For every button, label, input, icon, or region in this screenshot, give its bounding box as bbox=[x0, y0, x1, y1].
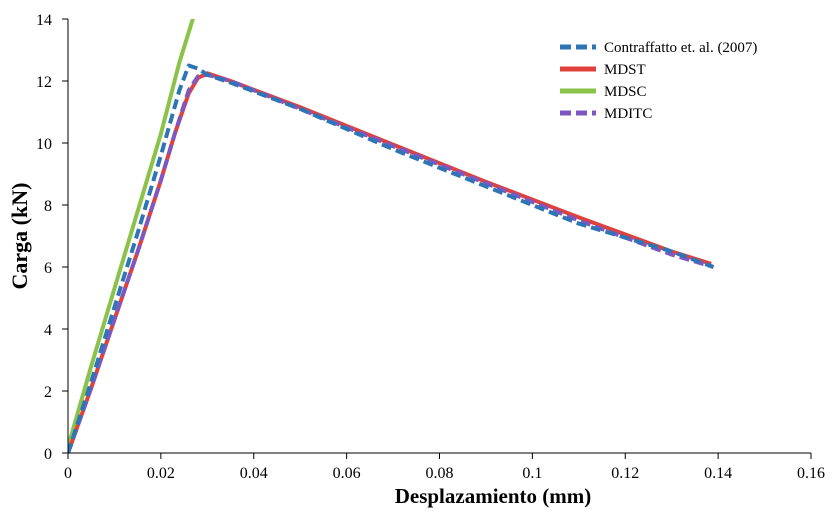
x-tick-label: 0.02 bbox=[147, 465, 175, 482]
x-axis-title: Desplazamiento (mm) bbox=[395, 484, 592, 508]
y-axis-title: Carga (kN) bbox=[7, 183, 32, 290]
series-line-3 bbox=[68, 72, 715, 453]
series-line-1 bbox=[68, 71, 712, 453]
y-tick-label: 0 bbox=[44, 446, 52, 463]
y-tick-label: 12 bbox=[36, 74, 52, 91]
series-line-0 bbox=[68, 63, 715, 453]
legend-label: MDSC bbox=[604, 84, 647, 100]
legend-label: MDST bbox=[604, 62, 646, 78]
x-tick-label: 0.16 bbox=[797, 465, 825, 482]
y-tick-label: 8 bbox=[44, 198, 52, 215]
legend-entry: MDST bbox=[560, 62, 646, 78]
y-tick-label: 10 bbox=[36, 136, 52, 153]
y-tick-label: 6 bbox=[44, 260, 52, 277]
x-tick-label: 0.14 bbox=[704, 465, 732, 482]
axes-layer bbox=[67, 19, 811, 454]
legend: Contraffatto et. al. (2007) MDST MDSC MDITC bbox=[560, 40, 757, 122]
x-tick-label: 0.1 bbox=[522, 465, 542, 482]
legend-entry: Contraffatto et. al. (2007) bbox=[560, 40, 757, 56]
x-tick-label: 0.04 bbox=[240, 465, 268, 482]
series-line-2 bbox=[68, 19, 195, 448]
ticks-layer: 0 0.02 0.04 0.06 0.08 0.1 0.12 0.14 0.16 0 2 4 6 8 10 1… bbox=[36, 12, 825, 482]
x-tick-label: 0.06 bbox=[333, 465, 361, 482]
x-tick-label: 0 bbox=[64, 465, 72, 482]
series-layer bbox=[68, 19, 715, 453]
legend-entry: MDITC bbox=[560, 106, 652, 122]
y-tick-label: 2 bbox=[44, 384, 52, 401]
legend-label: MDITC bbox=[604, 106, 652, 122]
y-tick-label: 4 bbox=[44, 322, 52, 339]
legend-entry: MDSC bbox=[560, 84, 647, 100]
legend-label: Contraffatto et. al. (2007) bbox=[604, 40, 757, 56]
x-tick-label: 0.08 bbox=[426, 465, 454, 482]
x-tick-label: 0.12 bbox=[611, 465, 639, 482]
y-tick-label: 14 bbox=[36, 12, 52, 29]
